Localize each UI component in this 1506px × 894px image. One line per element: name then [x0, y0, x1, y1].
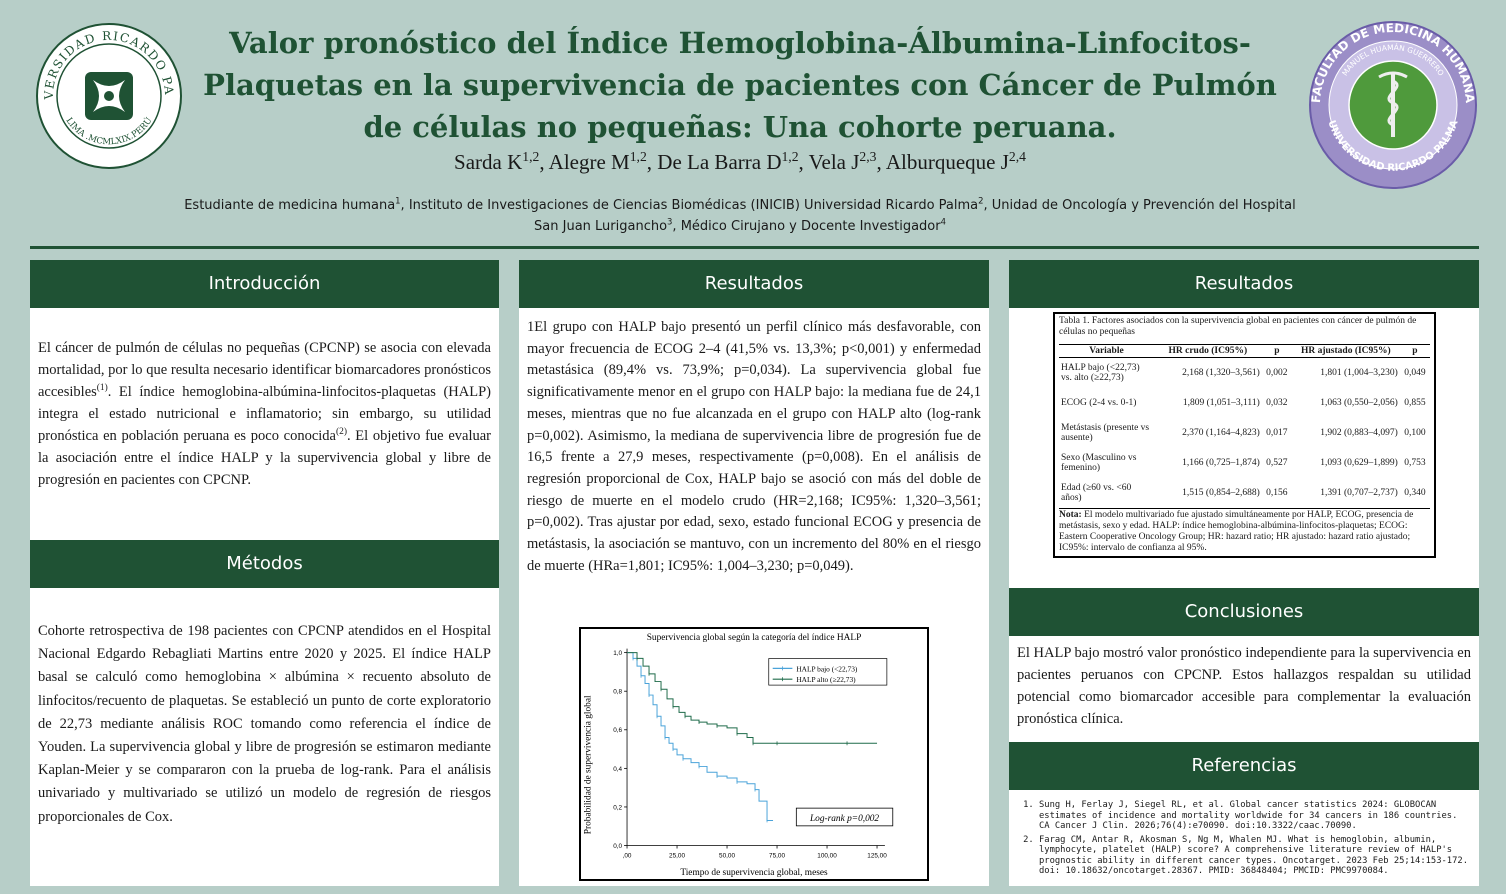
km-xlabel: Tiempo de supervivencia global, meses — [680, 868, 828, 878]
km-ytick-label: 0,4 — [613, 766, 622, 773]
poster-title: Valor pronóstico del Índice Hemoglobina-… — [203, 26, 1277, 144]
author-list: Sarda K1,2, Alegre M1,2, De La Barra D1,… — [454, 149, 1026, 174]
header-divider — [30, 246, 1479, 249]
table-cell: 0,527 — [1266, 457, 1288, 468]
table-cell: 1,515 (0,854–2,688) — [1182, 487, 1260, 498]
table-cell: HALP bajo (<22,73) vs. alto (≥22,73) — [1061, 362, 1140, 383]
logrank-label: Log-rank p=0,002 — [809, 814, 879, 824]
results-heading-1: Resultados — [519, 260, 989, 308]
methods-heading: Métodos — [30, 540, 499, 588]
results-text: 1El grupo con HALP bajo presentó un perf… — [527, 319, 981, 574]
table-cell: 0,855 — [1404, 397, 1426, 408]
km-chart: Supervivencia global según la categoría … — [579, 627, 929, 881]
table-cell: Edad (≥60 vs. <60 años) — [1061, 482, 1132, 503]
affiliations: Estudiante de medicina humana1, Institut… — [184, 195, 1296, 234]
references-heading: Referencias — [1009, 742, 1479, 790]
table-cell: 0,032 — [1266, 397, 1288, 408]
table-note: Nota: El modelo multivariado fue ajustad… — [1059, 507, 1430, 554]
km-series-line — [627, 652, 878, 744]
cox-table: Variable HR crudo (IC95%) p HR ajustado (IC… — [1059, 344, 1430, 508]
km-xtick-label: 125,00 — [867, 852, 887, 859]
table-cell: 2,370 (1,164–4,823) — [1182, 427, 1260, 438]
methods-text: Cohorte retrospectiva de 198 pacientes c… — [38, 623, 491, 825]
table-header-cell: HR ajustado (IC95%) — [1291, 344, 1400, 358]
table-cell: 1,063 (0,550–2,056) — [1320, 397, 1398, 408]
table-header-cell: HR crudo (IC95%) — [1153, 344, 1262, 358]
author-name: De La Barra D1,2 — [657, 149, 799, 174]
author-name: Sarda K1,2 — [454, 149, 540, 174]
km-legend-label: HALP bajo (<22,73) — [796, 664, 858, 673]
results-heading-2: Resultados — [1009, 260, 1479, 308]
results-section-1: Resultados 1El grupo con HALP bajo prese… — [519, 260, 989, 886]
table-cell: 1,902 (0,883–4,097) — [1320, 427, 1398, 438]
caduceus-icon — [1378, 71, 1408, 137]
logrank-box — [795, 807, 894, 827]
author-name: Vela J2,3 — [808, 149, 877, 174]
km-ytick-label: 0,6 — [613, 727, 622, 734]
university-seal-logo: UNIVERSIDAD RICARDO PALMA LIMA .MCMLXIX.… — [35, 22, 182, 169]
km-xtick-label: ,00 — [623, 852, 632, 859]
poster-header: UNIVERSIDAD RICARDO PALMA LIMA .MCMLXIX.… — [0, 0, 1506, 250]
table-cell: 0,049 — [1404, 367, 1426, 378]
table-cell: 1,093 (0,629–1,899) — [1320, 457, 1398, 468]
intro-text: El cáncer de pulmón de células no pequeñ… — [38, 340, 491, 488]
table-cell: 0,156 — [1266, 487, 1288, 498]
affiliation: Unidad de Oncología y Prevención del Hos… — [534, 198, 1296, 234]
faculty-seal-logo: FACULTAD DE MEDICINA HUMANA MANUEL HUAMÁ… — [1309, 21, 1477, 189]
table-cell: Sexo (Masculino vs femenino) — [1061, 452, 1137, 473]
conclusions-text: El HALP bajo mostró valor pronóstico ind… — [1017, 645, 1471, 727]
table-cell: 0,340 — [1404, 487, 1426, 498]
intro-heading: Introducción — [30, 260, 499, 308]
km-xtick-label: 25,00 — [669, 852, 685, 859]
km-xtick-label: 100,00 — [817, 852, 837, 859]
table-row: HALP bajo (<22,73) vs. alto (≥22,73) 2,16… — [1059, 358, 1430, 388]
affiliation: Médico Cirujano y Docente Investigador4 — [680, 216, 946, 234]
references-section: Referencias Sung H, Ferlay J, Siegel RL,… — [1009, 742, 1479, 886]
table-cell: 2,168 (1,320–3,561) — [1182, 367, 1260, 378]
conclusions-heading: Conclusiones — [1009, 588, 1479, 636]
results-section-2: Resultados Tabla 1. Factores asociados c… — [1009, 260, 1479, 588]
reference-item: Farag CM, Antar R, Akosman S, Ng M, Whal… — [1039, 835, 1469, 877]
table-header-cell: p — [1261, 344, 1292, 358]
table-cell: 0,002 — [1266, 367, 1288, 378]
table-row: Metástasis (presente vs ausente) 2,370 (1… — [1059, 418, 1430, 448]
reference-list: Sung H, Ferlay J, Siegel RL, et al. Glob… — [1009, 790, 1479, 877]
table-cell: 1,809 (1,051–3,111) — [1182, 397, 1260, 408]
affiliation: Instituto de Investigaciones de Ciencias… — [408, 195, 984, 213]
table-header-cell: p — [1399, 344, 1430, 358]
table-cell: ECOG (2-4 vs. 0-1) — [1061, 397, 1137, 408]
table-cell: 0,017 — [1266, 427, 1288, 438]
intro-section: Introducción El cáncer de pulmón de célu… — [30, 260, 499, 540]
table-cell: 1,391 (0,707–2,737) — [1320, 487, 1398, 498]
affiliation: Estudiante de medicina humana1 — [184, 195, 401, 213]
table-row: Edad (≥60 vs. <60 años) 1,515 (0,854–2,68… — [1059, 478, 1430, 508]
km-ylabel: Probabilidad de supervivencia global — [584, 695, 594, 834]
author-name: Alegre M1,2 — [548, 149, 647, 174]
reference-item: Sung H, Ferlay J, Siegel RL, et al. Glob… — [1039, 800, 1469, 832]
table-cell: 0,753 — [1404, 457, 1426, 468]
km-ytick-label: 0,0 — [613, 843, 622, 850]
methods-section: Métodos Cohorte retrospectiva de 198 pac… — [30, 540, 499, 886]
km-ytick-label: 0,2 — [613, 804, 622, 811]
author-name: Alburqueque J2,4 — [885, 149, 1026, 174]
table-cell: 1,801 (1,004–3,230) — [1320, 367, 1398, 378]
table-header-cell: Variable — [1059, 344, 1154, 358]
table-cell: 0,100 — [1404, 427, 1426, 438]
conclusions-section: Conclusiones El HALP bajo mostró valor p… — [1009, 588, 1479, 742]
km-legend — [768, 658, 888, 686]
km-series-line — [627, 652, 774, 821]
km-ytick-label: 1,0 — [613, 650, 622, 657]
km-ytick-label: 0,8 — [613, 689, 622, 696]
km-xtick-label: 50,00 — [719, 852, 735, 859]
table-cell: 1,166 (0,725–1,874) — [1182, 457, 1260, 468]
km-title: Supervivencia global según la categoría … — [647, 633, 862, 643]
km-legend-label: HALP alto (≥22,73) — [796, 675, 856, 684]
table-caption: Tabla 1. Factores asociados con la super… — [1059, 316, 1417, 337]
table-1: Tabla 1. Factores asociados con la super… — [1053, 312, 1436, 558]
table-cell: Metástasis (presente vs ausente) — [1061, 422, 1150, 443]
table-row: ECOG (2-4 vs. 0-1) 1,809 (1,051–3,111) 0,0… — [1059, 388, 1430, 418]
km-xtick-label: 75,00 — [769, 852, 785, 859]
table-row: Sexo (Masculino vs femenino) 1,166 (0,725… — [1059, 448, 1430, 478]
